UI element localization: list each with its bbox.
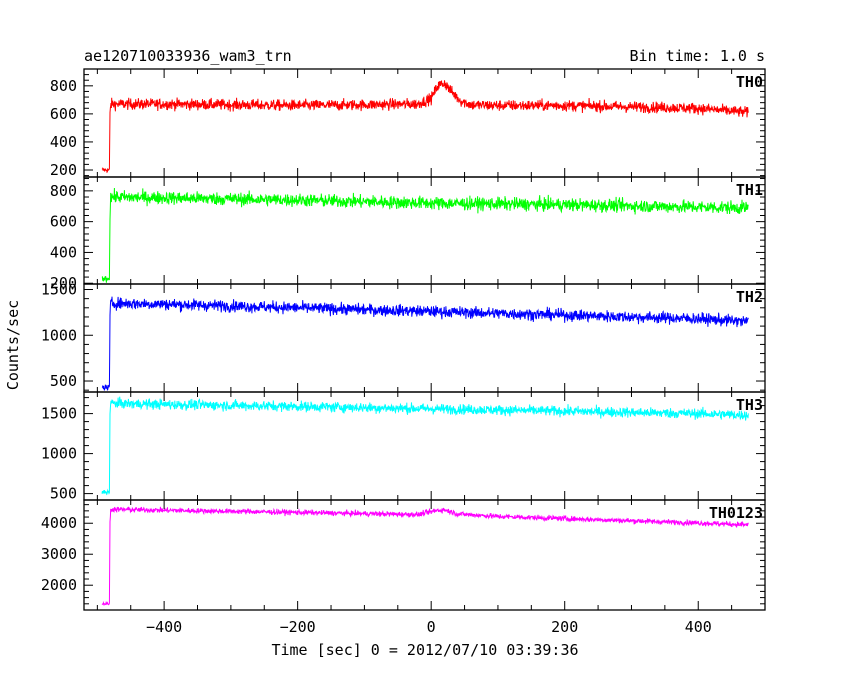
panel-label-th1: TH1 — [736, 181, 763, 199]
series-line-th1 — [101, 187, 749, 283]
y-tick-label: 200 — [50, 274, 77, 292]
y-tick-label: 600 — [50, 105, 77, 123]
panel-frame — [83, 176, 766, 285]
x-axis-label: Time [sec] 0 = 2012/07/10 03:39:36 — [271, 641, 578, 659]
panel-frame — [83, 499, 766, 611]
panels-group: 200 400 600 800 TH0 200 400 600 800 TH1 500 1000 150… — [41, 68, 766, 611]
y-tick-label: 2000 — [41, 576, 77, 594]
series-line-th3 — [101, 396, 749, 496]
panel-th0: 200 400 600 800 TH0 — [50, 68, 766, 179]
x-tick-label: −400 — [146, 618, 182, 636]
y-axis-label: Counts/sec — [4, 300, 22, 390]
y-tick-label: 4000 — [41, 514, 77, 532]
panel-th3: 500 1000 1500 TH3 — [41, 391, 766, 503]
panel-th0123: 2000 3000 4000 TH0123 — [41, 499, 766, 611]
panel-label-th0123: TH0123 — [709, 504, 763, 522]
panel-label-th0: TH0 — [736, 73, 763, 91]
bin-time-label: Bin time: 1.0 s — [630, 47, 765, 65]
y-tick-label: 3000 — [41, 545, 77, 563]
chart-title: ae120710033936_wam3_trn — [84, 47, 292, 65]
series-line-th0123 — [101, 506, 749, 607]
y-tick-label: 800 — [50, 182, 77, 200]
panel-frame — [83, 283, 766, 393]
y-tick-label: 400 — [50, 243, 77, 261]
y-tick-label: 500 — [50, 372, 77, 390]
y-tick-label: 1500 — [41, 280, 77, 298]
series-line-th0 — [101, 80, 749, 174]
y-tick-label: 400 — [50, 133, 77, 151]
y-tick-label: 600 — [50, 213, 77, 231]
panel-th1: 200 400 600 800 TH1 — [50, 176, 766, 292]
x-tick-label: 400 — [685, 618, 712, 636]
y-tick-label: 500 — [50, 485, 77, 503]
y-tick-label: 1000 — [41, 326, 77, 344]
panel-label-th2: TH2 — [736, 288, 763, 306]
y-tick-label: 800 — [50, 77, 77, 95]
x-tick-label: 200 — [551, 618, 578, 636]
x-tick-label: 0 — [427, 618, 436, 636]
x-tick-label: −200 — [280, 618, 316, 636]
series-line-th2 — [101, 296, 749, 391]
panel-th2: 500 1000 1500 TH2 — [41, 280, 766, 393]
y-tick-label: 200 — [50, 161, 77, 179]
y-tick-label: 1000 — [41, 445, 77, 463]
x-axis: −400 −200 0 200 400 — [146, 618, 712, 636]
y-tick-label: 1500 — [41, 405, 77, 423]
panel-label-th3: TH3 — [736, 396, 763, 414]
panel-frame — [83, 68, 766, 178]
